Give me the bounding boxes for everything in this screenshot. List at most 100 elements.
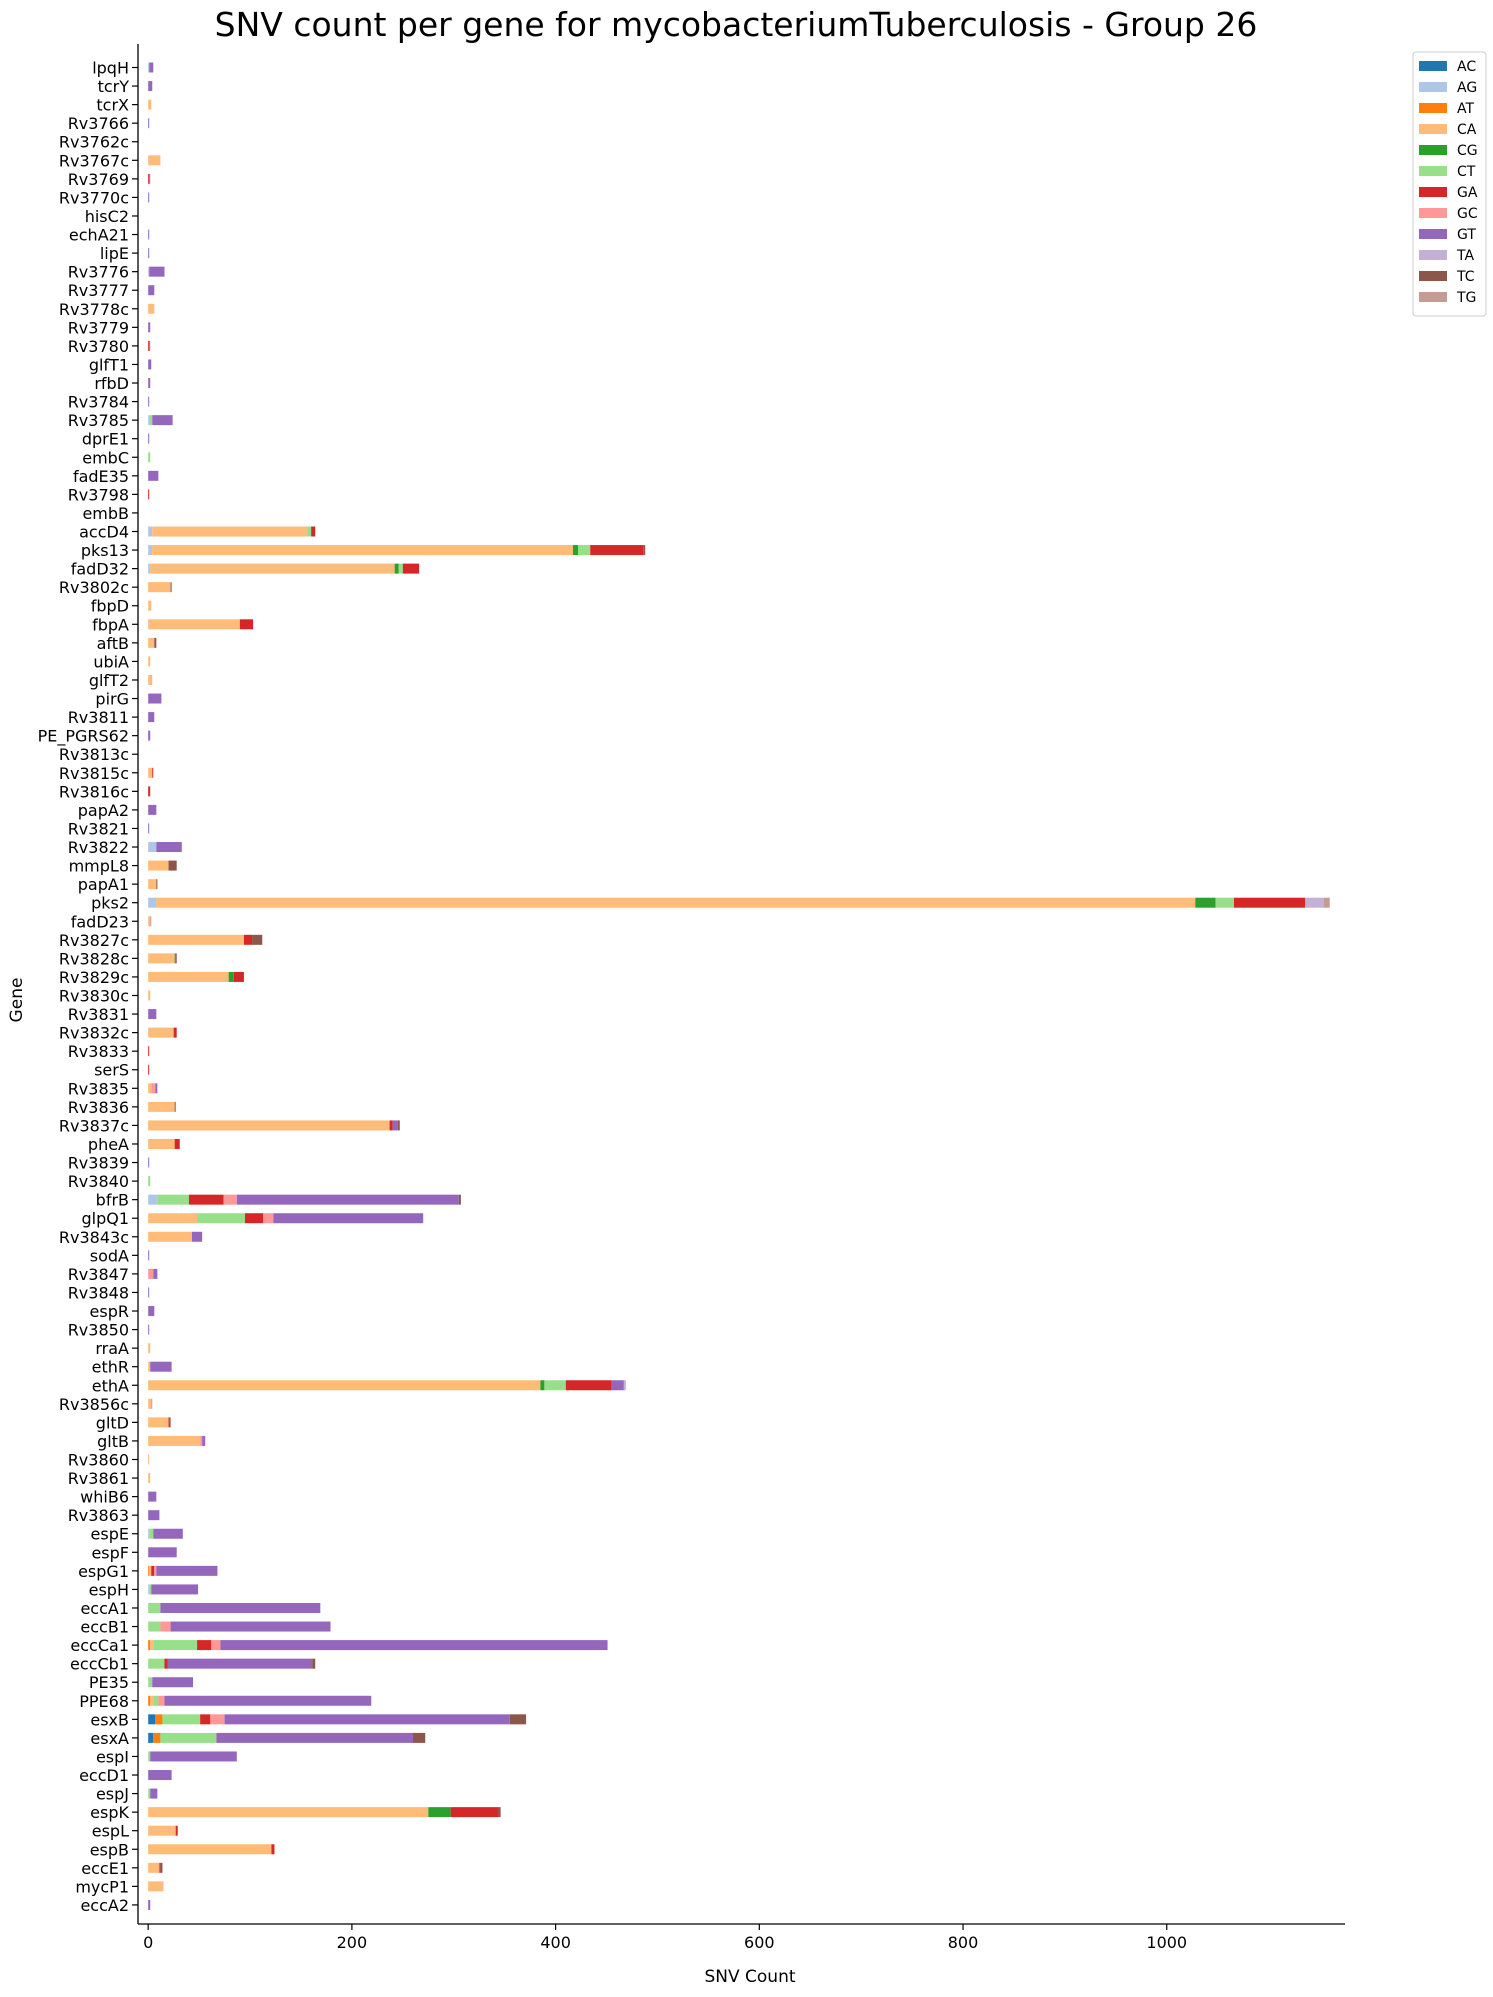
y-tick-label-ethR: ethR: [92, 1358, 129, 1377]
bar-segment-ethR-GT: [150, 1361, 172, 1372]
legend-label-GA: GA: [1457, 185, 1478, 201]
y-tick-label-Rv3798: Rv3798: [68, 485, 129, 504]
bar-segment-glpQ1-GT: [273, 1213, 424, 1224]
bar-segment-esxB-AC: [148, 1714, 156, 1725]
bar-segment-eccCb1-GT: [167, 1658, 313, 1669]
bar-segment-espL-GA: [175, 1825, 178, 1836]
y-tick-label-mmpL8: mmpL8: [69, 857, 129, 876]
bar-segment-Rv3821-GT: [148, 823, 150, 834]
y-tick-label-Rv3802c: Rv3802c: [59, 578, 129, 597]
y-tick-label-espL: espL: [92, 1822, 129, 1841]
bar-segment-Rv3856c-TG: [151, 1398, 153, 1409]
bar-segment-bfrB-GA: [188, 1194, 224, 1205]
bar-segment-Rv3822-AG: [148, 842, 157, 853]
y-tick-label-pks13: pks13: [81, 541, 129, 560]
chart-title: SNV count per gene for mycobacteriumTube…: [215, 5, 1258, 44]
bar-segment-espG1-AT: [148, 1565, 150, 1576]
bar-segment-Rv3776-GT: [149, 266, 165, 277]
y-tick-label-Rv3769: Rv3769: [68, 170, 129, 189]
bar-segment-Rv3785-AG: [148, 415, 150, 426]
bar-segment-espK-GA: [450, 1807, 499, 1818]
bar-segment-Rv3828c-CG: [174, 953, 176, 964]
bar-segment-Rv3770c-GT: [148, 192, 150, 203]
bar-segment-PE35-GT: [152, 1677, 194, 1688]
bar-segment-esxA-AT: [153, 1732, 161, 1743]
y-tick-label-hisC2: hisC2: [85, 207, 129, 226]
bar-segment-bfrB-AG: [148, 1194, 158, 1205]
bar-segment-Rv3827c-CA: [148, 934, 244, 945]
bar-segment-espL-CA: [148, 1825, 176, 1836]
bar-segment-Rv3784-GT: [148, 396, 150, 407]
bar-segment-Rv3780-GA: [148, 340, 150, 351]
bar-segment-serS-GA: [148, 1064, 150, 1075]
y-tick-label-espG1: espG1: [78, 1562, 129, 1581]
y-tick-label-Rv3835: Rv3835: [68, 1079, 129, 1098]
y-tick-label-embB: embB: [82, 504, 129, 523]
y-tick-label-Rv3833: Rv3833: [68, 1042, 129, 1061]
bar-segment-espE-AG: [148, 1528, 150, 1539]
y-tick-label-dprE1: dprE1: [82, 430, 129, 449]
bar-segment-Rv3837c-GA: [389, 1120, 393, 1131]
bar-segment-papA1-CA: [148, 879, 157, 890]
legend-label-CA: CA: [1457, 122, 1477, 138]
x-tick-label: 400: [540, 1933, 571, 1952]
bar-segment-espG1-GC: [154, 1565, 157, 1576]
y-tick-label-Rv3836: Rv3836: [68, 1098, 129, 1117]
bar-segment-pks13-AG: [148, 545, 153, 556]
bar-segment-Rv3847-GT: [153, 1268, 158, 1279]
y-tick-label-Rv3861: Rv3861: [68, 1469, 129, 1488]
bar-segment-PPE68-GC: [158, 1695, 165, 1706]
bar-segment-pks13-CA: [152, 545, 573, 556]
bar-segment-PPE68-GT: [164, 1695, 372, 1706]
bar-segment-Rv3863-GT: [148, 1510, 160, 1521]
bar-segment-ethA-CT: [544, 1380, 566, 1391]
bar-segment-Rv3815c-GA: [152, 767, 154, 778]
bar-segment-pks13-CT: [578, 545, 591, 556]
y-tick-label-Rv3831: Rv3831: [68, 1005, 129, 1024]
bar-segment-lpqH-AG: [148, 62, 150, 73]
bar-segment-eccE1-TC: [160, 1862, 163, 1873]
y-tick-label-gltB: gltB: [97, 1432, 129, 1451]
bar-segment-tcrY-GT: [148, 81, 153, 92]
bar-segment-espR-GT: [148, 1306, 155, 1317]
bar-segment-pks2-CG: [1195, 897, 1216, 908]
y-tick-label-aftB: aftB: [97, 634, 129, 653]
bar-segment-Rv3850-GT: [148, 1324, 150, 1335]
bar-segment-glpQ1-GC: [263, 1213, 274, 1224]
bar-segment-accD4-CT: [307, 526, 312, 537]
bar-segment-Rv3861-CA: [148, 1473, 151, 1484]
legend[interactable]: AC AG AT CA CG CT GA GC GT TA TC TG: [1412, 51, 1487, 317]
bar-segment-papA1-TC: [156, 879, 158, 890]
y-tick-label-accD4: accD4: [79, 523, 129, 542]
bar-segment-Rv3837c-CA: [148, 1120, 390, 1131]
y-tick-label-esxA: esxA: [90, 1729, 129, 1748]
bar-segment-pheA-GA: [174, 1138, 180, 1149]
legend-label-AG: AG: [1457, 80, 1477, 96]
bar-segment-PPE68-CT: [153, 1695, 159, 1706]
x-tick-label: 800: [948, 1933, 979, 1952]
bar-segment-fadD32-CA: [150, 563, 395, 574]
bar-segment-pirG-GT: [148, 693, 162, 704]
bar-segment-eccE1-CA: [148, 1862, 160, 1873]
bar-segment-PE_PGRS62-GT: [148, 730, 151, 741]
y-tick-label-glpQ1: glpQ1: [81, 1209, 129, 1228]
y-tick-label-rfbD: rfbD: [94, 374, 129, 393]
bar-segment-gltB-GC: [200, 1435, 203, 1446]
bar-segment-espE-CT: [149, 1528, 154, 1539]
y-tick-label-eccE1: eccE1: [81, 1859, 129, 1878]
bar-segment-Rv3829c-CA: [148, 971, 229, 982]
bar-segment-Rv3822-GT: [156, 842, 182, 853]
bar-segment-fbpA-GA: [239, 619, 254, 630]
bar-segment-Rv3828c-CA: [148, 953, 175, 964]
y-tick-label-Rv3767c: Rv3767c: [59, 151, 129, 170]
bar-segment-Rv3839-GT: [148, 1157, 150, 1168]
bar-segment-Rv3840-CT: [148, 1176, 151, 1187]
bar-segment-Rv3848-GT: [148, 1287, 150, 1298]
y-tick-label-mycP1: mycP1: [75, 1877, 129, 1896]
legend-swatch-GC: [1419, 208, 1447, 218]
x-axis-label: SNV Count: [704, 1967, 795, 1987]
y-tick-label-eccA1: eccA1: [80, 1599, 129, 1618]
bar-segment-bfrB-CT: [157, 1194, 189, 1205]
legend-label-TA: TA: [1456, 248, 1474, 264]
y-tick-label-espE: espE: [91, 1525, 129, 1544]
